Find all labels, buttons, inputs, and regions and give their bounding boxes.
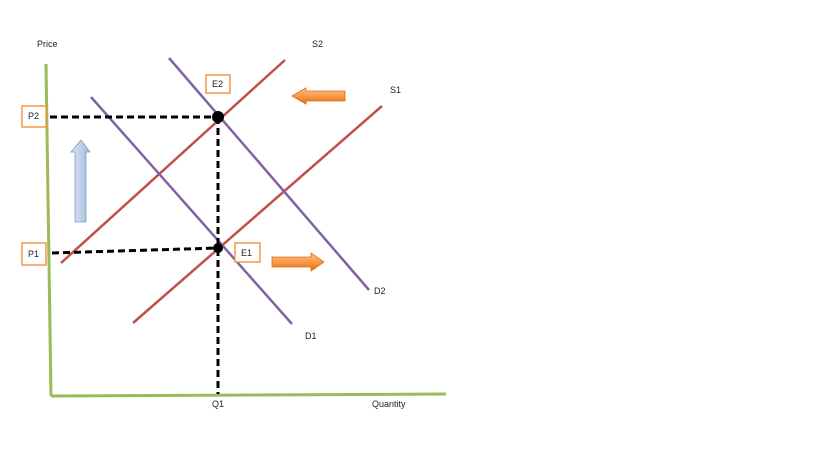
p2-label-box	[21, 105, 47, 128]
d1-label: D1	[305, 331, 317, 341]
price-axis-label: Price	[37, 39, 58, 49]
supply-curve-s2	[60, 59, 286, 264]
equilibrium-point-e2	[212, 111, 224, 123]
y-axis	[44, 63, 53, 397]
e2-label-box	[205, 74, 231, 94]
s2-label: S2	[312, 39, 323, 49]
price-rise-up-arrow	[70, 139, 91, 223]
quantity-axis-label: Quantity	[372, 399, 406, 409]
e1-label-box	[234, 242, 261, 263]
p1-guide-line	[51, 246, 219, 255]
e1-label: E1	[241, 248, 252, 258]
demand-curve-d2	[168, 57, 370, 291]
supply-curve-s1	[132, 105, 383, 324]
x-axis	[50, 392, 447, 398]
q1-label: Q1	[212, 399, 224, 409]
equilibrium-point-e1	[213, 243, 223, 253]
demand-shift-right-arrow	[271, 252, 325, 272]
p2-label: P2	[28, 111, 39, 121]
d2-label: D2	[374, 286, 386, 296]
s1-label: S1	[390, 85, 401, 95]
supply-shift-left-arrow	[291, 87, 346, 105]
p1-label: P1	[28, 249, 39, 259]
demand-curve-d1	[90, 96, 293, 325]
p1-label-box	[21, 242, 47, 266]
e2-label: E2	[212, 79, 223, 89]
